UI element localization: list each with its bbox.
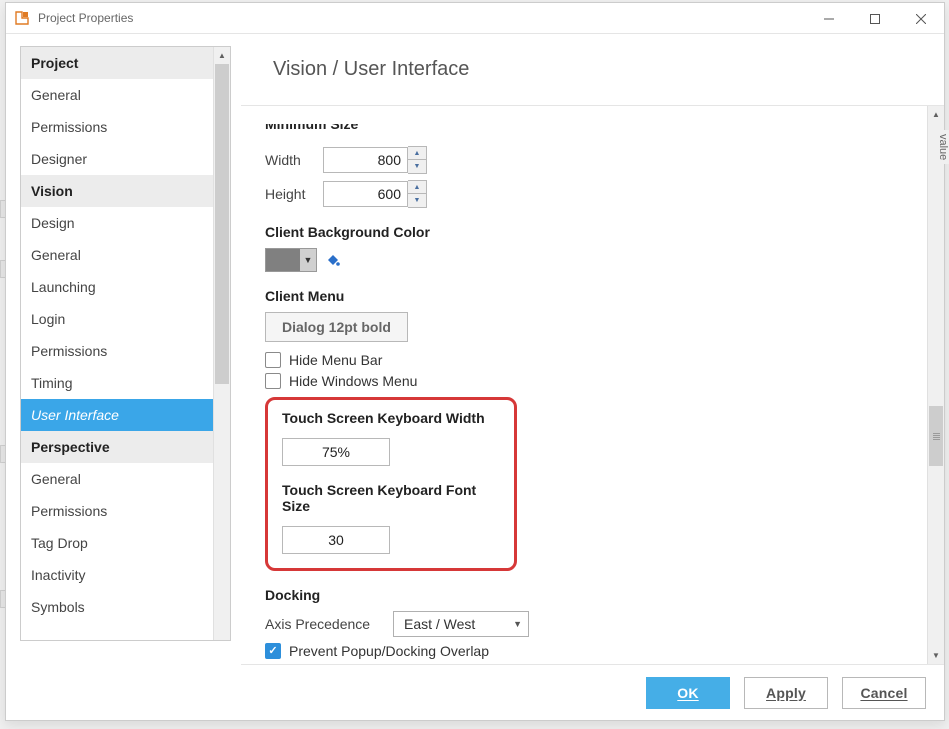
width-row: Width ▲▼ <box>265 146 903 174</box>
nav-item[interactable]: General <box>21 463 213 495</box>
maximize-button[interactable] <box>852 3 898 34</box>
nav-item[interactable]: General <box>21 79 213 111</box>
minimize-button[interactable] <box>806 3 852 34</box>
nav-item[interactable]: Inactivity <box>21 559 213 591</box>
font-select-button[interactable]: Dialog 12pt bold <box>265 312 408 342</box>
nav-header[interactable]: Project <box>21 47 213 79</box>
dialog-window: Project Properties ProjectGeneralPermiss… <box>5 2 945 721</box>
checkbox-hide-windows-menu[interactable] <box>265 373 281 389</box>
scroll-down-icon[interactable]: ▼ <box>214 623 230 640</box>
height-label: Height <box>265 186 323 202</box>
color-swatch[interactable]: ▼ <box>265 248 317 272</box>
height-input[interactable] <box>323 181 408 207</box>
nav-item[interactable]: User Interface <box>21 399 213 431</box>
width-input[interactable] <box>323 147 408 173</box>
checkbox-prevent-overlap[interactable] <box>265 643 281 659</box>
checkbox-hide-menu-bar[interactable] <box>265 352 281 368</box>
paint-bucket-icon[interactable] <box>325 252 341 268</box>
width-label: Width <box>265 152 323 168</box>
nav-item[interactable]: Timing <box>21 367 213 399</box>
sidebar: ProjectGeneralPermissionsDesignerVisionD… <box>6 34 241 720</box>
spinner-up-icon[interactable]: ▲ <box>408 181 426 194</box>
nav-item[interactable]: Designer <box>21 143 213 175</box>
axis-precedence-select[interactable]: East / West ▼ <box>393 611 529 637</box>
close-button[interactable] <box>898 3 944 34</box>
cancel-button[interactable]: Cancel <box>842 677 926 709</box>
nav-item[interactable]: Permissions <box>21 335 213 367</box>
axis-precedence-value: East / West <box>404 616 475 632</box>
nav-item[interactable]: Login <box>21 303 213 335</box>
hide-windows-menu-label: Hide Windows Menu <box>289 373 417 389</box>
hide-menu-bar-label: Hide Menu Bar <box>289 352 382 368</box>
nav-header[interactable]: Perspective <box>21 431 213 463</box>
nav-item[interactable]: Symbols <box>21 591 213 623</box>
nav-item[interactable]: General <box>21 239 213 271</box>
scrollbar-thumb[interactable] <box>929 406 943 466</box>
section-docking: Docking <box>265 587 903 603</box>
section-ts-keyboard-width: Touch Screen Keyboard Width <box>282 410 500 426</box>
content-scrollbar[interactable]: ▲ ▼ <box>927 106 944 664</box>
nav-header[interactable]: Vision <box>21 175 213 207</box>
ts-keyboard-font-input[interactable] <box>282 526 390 554</box>
nav-item[interactable]: Launching <box>21 271 213 303</box>
main-panel: Vision / User Interface Minimum Size Wid… <box>241 34 944 720</box>
height-spinner[interactable]: ▲▼ <box>408 180 427 208</box>
height-row: Height ▲▼ <box>265 180 903 208</box>
scrollbar-thumb[interactable] <box>215 64 229 384</box>
section-bgcolor: Client Background Color <box>265 224 903 240</box>
main-header: Vision / User Interface <box>241 34 944 106</box>
spinner-down-icon[interactable]: ▼ <box>408 160 426 173</box>
titlebar: Project Properties <box>6 3 944 34</box>
app-icon <box>14 10 30 26</box>
width-spinner[interactable]: ▲▼ <box>408 146 427 174</box>
prevent-overlap-label: Prevent Popup/Docking Overlap <box>289 643 489 659</box>
page-title: Vision / User Interface <box>273 58 469 81</box>
color-picker: ▼ <box>265 248 903 272</box>
spinner-down-icon[interactable]: ▼ <box>408 194 426 207</box>
apply-button[interactable]: Apply <box>744 677 828 709</box>
section-client-menu: Client Menu <box>265 288 903 304</box>
color-swatch-preview <box>266 249 300 271</box>
nav-item[interactable]: Design <box>21 207 213 239</box>
highlight-box: Touch Screen Keyboard Width Touch Screen… <box>265 397 517 571</box>
scroll-up-icon[interactable]: ▲ <box>928 106 944 123</box>
scroll-down-icon[interactable]: ▼ <box>928 647 944 664</box>
nav-item[interactable]: Permissions <box>21 111 213 143</box>
scroll-up-icon[interactable]: ▲ <box>214 47 230 64</box>
nav-item[interactable]: Permissions <box>21 495 213 527</box>
ts-keyboard-width-input[interactable] <box>282 438 390 466</box>
section-minimum-size: Minimum Size <box>265 116 903 132</box>
section-ts-keyboard-font: Touch Screen Keyboard Font Size <box>282 482 500 514</box>
nav-item[interactable]: Tag Drop <box>21 527 213 559</box>
window-controls <box>806 3 944 33</box>
sidebar-scrollbar[interactable]: ▲ ▼ <box>213 47 230 640</box>
axis-precedence-label: Axis Precedence <box>265 616 383 632</box>
chevron-down-icon[interactable]: ▼ <box>300 249 316 271</box>
side-value-label: value <box>936 130 949 164</box>
ok-button[interactable]: OK <box>646 677 730 709</box>
window-title: Project Properties <box>38 11 806 25</box>
chevron-down-icon: ▼ <box>513 619 522 629</box>
spinner-up-icon[interactable]: ▲ <box>408 147 426 160</box>
dialog-footer: OK Apply Cancel <box>241 664 944 720</box>
